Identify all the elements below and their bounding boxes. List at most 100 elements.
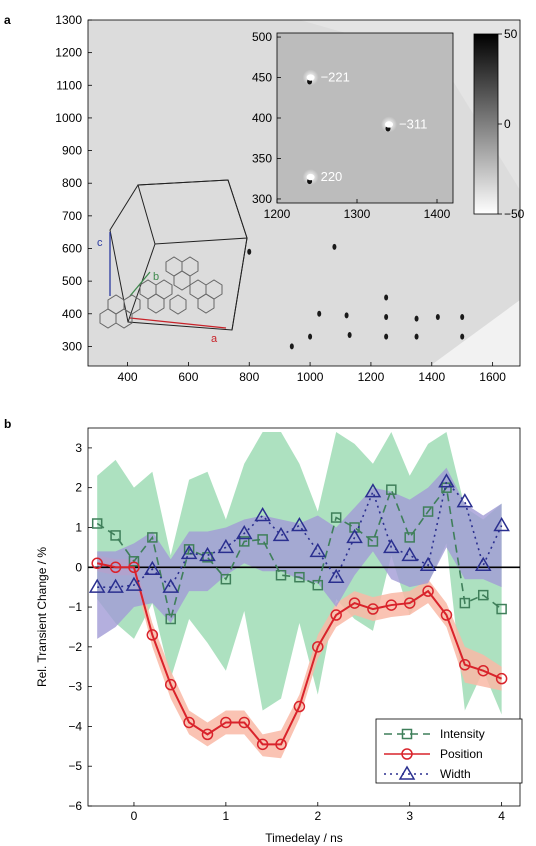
- width-marker: [438, 473, 455, 488]
- inset-peaks: −221 −311 220: [302, 69, 427, 186]
- y-tick-label: −5: [68, 759, 82, 773]
- intensity-marker: [312, 579, 324, 591]
- position-marker: [348, 597, 361, 609]
- diffraction-spot: [384, 333, 389, 340]
- position-band: [97, 555, 502, 759]
- intensity-marker: [91, 518, 103, 529]
- inset-peak: [385, 121, 393, 128]
- position-marker: [109, 561, 122, 574]
- position-marker: [422, 585, 434, 597]
- y-tick-label: −1: [68, 600, 82, 614]
- width-marker: [383, 538, 400, 554]
- x-tick-label: 1200: [358, 370, 385, 384]
- intensity-marker: [477, 589, 489, 601]
- inset-peak-label: −221: [321, 70, 350, 85]
- intensity-marker: [275, 569, 287, 581]
- width-marker: [398, 765, 416, 780]
- diffraction-spot: [435, 314, 440, 321]
- inset-axes: 1200 1300 1400 300 350 400 450 500: [252, 30, 451, 221]
- width-marker: [346, 528, 363, 544]
- inset-x-tick-label: 1300: [344, 207, 371, 221]
- x-tick-label: 3: [406, 809, 413, 823]
- inset-y-tick-label: 300: [252, 192, 272, 206]
- intensity-marker: [110, 530, 121, 541]
- diffraction-spots: [247, 243, 465, 350]
- position-marker: [238, 716, 251, 729]
- colorbar-ticks: 50 0 −50: [498, 27, 525, 221]
- y-tick-label: 2: [75, 481, 82, 495]
- intensity-marker: [165, 613, 176, 625]
- y-tick-label: 800: [62, 176, 82, 190]
- width-band: [97, 467, 502, 639]
- x-tick-label: 0: [131, 809, 138, 823]
- diffraction-spot: [317, 310, 322, 317]
- width-marker: [144, 560, 161, 576]
- position-marker: [220, 716, 232, 729]
- y-tick-label: 400: [62, 307, 82, 321]
- x-tick-label: 800: [239, 370, 259, 384]
- width-marker: [291, 516, 308, 532]
- intensity-marker: [257, 534, 268, 545]
- position-line: [96, 562, 503, 746]
- position-marker: [201, 728, 214, 741]
- intensity-marker: [330, 512, 342, 523]
- legend-label: Position: [440, 747, 483, 761]
- inset-y-tick-label: 350: [252, 151, 272, 165]
- y-tick-label: 500: [62, 274, 82, 288]
- colorbar: 50 0 −50: [473, 27, 525, 221]
- inset-peak-label: 220: [321, 169, 343, 184]
- intensity-marker: [386, 484, 397, 495]
- legend: Intensity Position Width: [375, 718, 523, 784]
- legend-label: Intensity: [440, 727, 485, 741]
- inset-y-tick-label: 500: [252, 30, 272, 44]
- diffraction-spot: [344, 312, 349, 319]
- inset-y-tick-label: 450: [252, 71, 272, 85]
- y-axis-label: Rel. Transient Change / %: [35, 547, 49, 687]
- diffraction-spot: [308, 333, 313, 340]
- x-axis-label: Timedelay / ns: [265, 831, 343, 845]
- inset-x-tick-label: 1200: [264, 207, 291, 221]
- position-marker: [146, 629, 159, 641]
- diffraction-spot: [332, 243, 337, 250]
- position-marker: [403, 597, 416, 609]
- width-marker: [180, 544, 198, 560]
- y-tick-label: −4: [68, 719, 82, 733]
- x-tick-label: 400: [118, 370, 138, 384]
- intensity-marker: [496, 603, 507, 615]
- axis-b-label: b: [153, 271, 159, 283]
- detector-edge: [430, 300, 520, 366]
- panel-a: 400 600 800 1000 1200 1400 1600300400500600700…: [55, 13, 524, 384]
- inset-plot: −221 −311 220 1200 1300 1400 300 350 400 450 500: [252, 30, 454, 221]
- colorbar-tick-label: 50: [504, 27, 518, 41]
- position-marker: [367, 603, 379, 615]
- diffraction-spot: [347, 331, 352, 338]
- y-tick-label: −2: [68, 640, 82, 654]
- y-tick-label: 900: [62, 144, 82, 158]
- width-marker: [162, 578, 180, 593]
- inset-peak: [306, 74, 315, 81]
- axis-a-vector: [129, 317, 227, 329]
- diffraction-spot: [460, 314, 465, 321]
- diffraction-spot: [460, 333, 465, 340]
- inset-peak-label: −311: [399, 116, 427, 131]
- x-tick-label: 1400: [418, 370, 445, 384]
- diffraction-spot: [414, 315, 419, 322]
- colorbar-tick-label: −50: [504, 207, 525, 221]
- inset-y-tick-label: 400: [252, 111, 272, 125]
- y-tick-label: 1200: [55, 46, 82, 60]
- y-tick-label: 300: [62, 339, 82, 353]
- y-tick-label: 1000: [55, 111, 82, 125]
- inset-peak: [306, 173, 315, 181]
- position-marker: [256, 738, 269, 751]
- panel-b-axes: 0 1 2 3 4 −6 −5 −4 −3 −2 −1 0 1 2 3: [68, 441, 505, 823]
- unit-cell-diagram: c b a: [97, 179, 248, 345]
- y-tick-label: −6: [68, 799, 82, 813]
- diffraction-spot: [247, 248, 252, 255]
- y-tick-label: 700: [62, 209, 82, 223]
- diffraction-spot: [289, 343, 294, 350]
- width-marker: [272, 526, 290, 542]
- width-marker: [493, 516, 510, 532]
- axis-b-vector: [129, 271, 151, 297]
- colorbar-gradient: [473, 33, 499, 215]
